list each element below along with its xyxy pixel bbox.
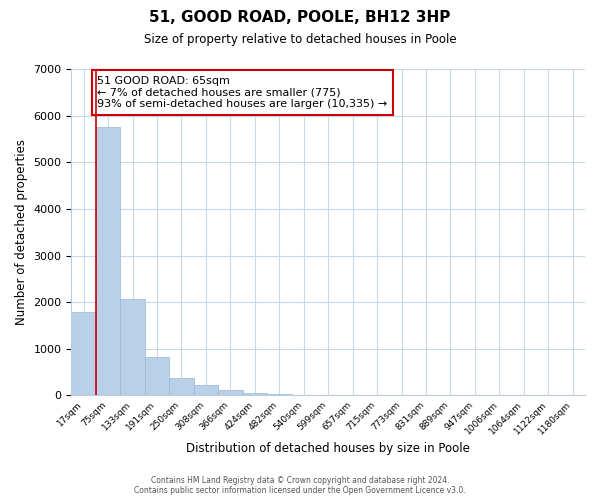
Bar <box>145 356 169 396</box>
Y-axis label: Number of detached properties: Number of detached properties <box>15 139 28 325</box>
Bar <box>169 378 194 396</box>
Text: 51, GOOD ROAD, POOLE, BH12 3HP: 51, GOOD ROAD, POOLE, BH12 3HP <box>149 10 451 25</box>
Bar <box>194 385 218 396</box>
Bar <box>242 393 267 396</box>
Bar <box>218 390 242 396</box>
Text: Contains HM Land Registry data © Crown copyright and database right 2024.
Contai: Contains HM Land Registry data © Crown c… <box>134 476 466 495</box>
Bar <box>71 312 96 396</box>
Bar <box>267 394 292 396</box>
Bar <box>121 300 145 396</box>
Text: 51 GOOD ROAD: 65sqm
← 7% of detached houses are smaller (775)
93% of semi-detach: 51 GOOD ROAD: 65sqm ← 7% of detached hou… <box>97 76 388 109</box>
Bar <box>96 128 121 396</box>
X-axis label: Distribution of detached houses by size in Poole: Distribution of detached houses by size … <box>186 442 470 455</box>
Text: Size of property relative to detached houses in Poole: Size of property relative to detached ho… <box>143 32 457 46</box>
